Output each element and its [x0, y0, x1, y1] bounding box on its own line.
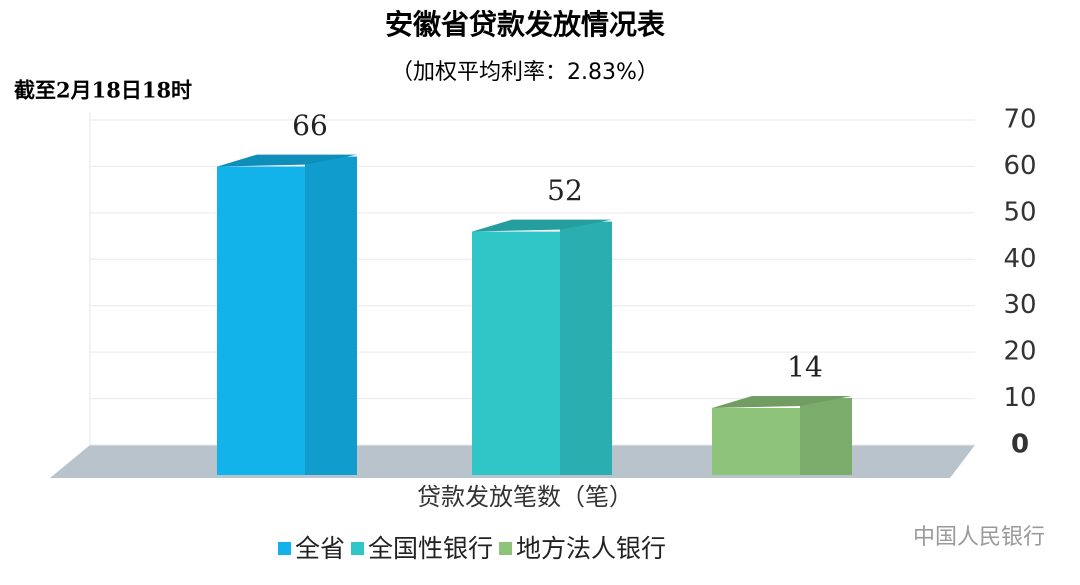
bar-side	[305, 156, 357, 476]
y-tick-label: 50	[1003, 197, 1036, 227]
bar-side	[800, 398, 852, 475]
value-label: 52	[547, 174, 583, 207]
chart-title: 安徽省贷款发放情况表	[385, 8, 665, 41]
legend-label: 全国性银行	[368, 534, 493, 563]
bar	[712, 408, 800, 475]
watermark: 中国人民银行	[913, 525, 1045, 550]
value-label: 14	[787, 351, 823, 384]
chart-subtitle: （加权平均利率：2.83%）	[391, 60, 659, 85]
bar-top	[217, 154, 357, 167]
y-tick-label: 70	[1003, 105, 1036, 135]
annotation: 截至2月18日18时	[14, 78, 192, 103]
legend-label: 地方法人银行	[516, 534, 666, 563]
legend-label: 全省	[295, 534, 345, 563]
bar-side	[560, 221, 612, 475]
bar	[217, 166, 305, 476]
x-axis-label: 贷款发放笔数（笔）	[417, 483, 633, 511]
y-tick-label: 40	[1003, 244, 1036, 274]
bar-top	[472, 219, 612, 232]
y-tick-label: 60	[1003, 151, 1036, 181]
legend-swatch	[278, 542, 291, 555]
bar-top	[712, 396, 852, 408]
y-tick-label: 0	[1011, 430, 1029, 460]
y-tick-label: 10	[1003, 383, 1036, 413]
legend-swatch	[499, 542, 513, 555]
y-tick-label: 30	[1003, 290, 1036, 320]
bar	[472, 231, 560, 475]
y-tick-label: 20	[1003, 337, 1036, 367]
value-label: 66	[292, 109, 328, 142]
legend-swatch	[351, 542, 365, 555]
